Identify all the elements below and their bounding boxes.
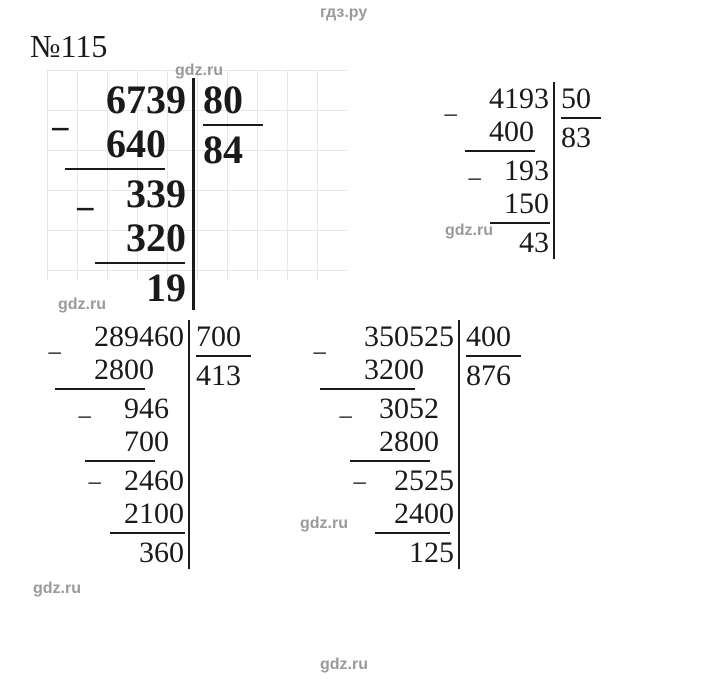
quotient: 84	[203, 128, 263, 172]
rem2: 43	[445, 226, 549, 259]
minus-sign: −	[87, 468, 102, 499]
dividend: 289460	[55, 320, 184, 353]
minus-sign: −	[47, 338, 62, 369]
watermark-top: гдз.ру	[320, 4, 367, 22]
rem3: 360	[55, 536, 184, 569]
watermark-bottom: gdz.ru	[320, 656, 368, 674]
watermark-p3b: gdz.ru	[33, 580, 81, 598]
sub2: 150	[445, 187, 549, 220]
quotient: 413	[196, 359, 251, 392]
divisor: 700	[196, 320, 251, 353]
minus-sign: −	[77, 402, 92, 433]
minus-sign: −	[443, 100, 458, 131]
val: 3052	[379, 392, 439, 425]
rem1: 193	[445, 154, 549, 187]
val: 3200	[364, 353, 424, 386]
minus-sign: −	[75, 188, 96, 230]
rem2: 19	[55, 266, 186, 310]
divisor: 50	[561, 82, 601, 115]
division-2: − − 4193 400 193 150 43 50 83	[445, 82, 601, 259]
val: 2800	[94, 353, 154, 386]
dividend: 4193	[445, 82, 549, 115]
division-1: − − 6739 640 339 320 19 80 84	[55, 78, 263, 310]
minus-sign: −	[312, 338, 327, 369]
sub1: 2800	[55, 353, 184, 386]
quotient: 83	[561, 121, 601, 154]
minus-sign: −	[467, 164, 482, 195]
sub3: 2400	[320, 497, 454, 530]
division-4: − − − 350525 3200 3052 2800 2525 2400 12…	[320, 320, 521, 569]
val: 2800	[379, 425, 439, 458]
divisor: 400	[466, 320, 521, 353]
dividend: 350525	[320, 320, 454, 353]
sub1: 640	[55, 122, 186, 166]
val: 400	[489, 115, 534, 148]
divisor: 80	[203, 78, 263, 122]
quotient: 876	[466, 359, 521, 392]
rem2: 2525	[320, 464, 454, 497]
division-3: − − − 289460 2800 946 700 2460 2100 360 …	[55, 320, 251, 569]
page-title: №115	[30, 28, 107, 65]
rem1: 946	[55, 392, 184, 425]
minus-sign: −	[50, 108, 71, 150]
sub1: 3200	[320, 353, 454, 386]
rem2: 2460	[55, 464, 184, 497]
sub1: 400	[445, 115, 549, 148]
val: 946	[124, 392, 169, 425]
rem3: 125	[320, 536, 454, 569]
sub2: 700	[55, 425, 184, 458]
minus-sign: −	[338, 402, 353, 433]
sub3: 2100	[55, 497, 184, 530]
val: 640	[106, 121, 166, 166]
val: 700	[124, 425, 169, 458]
minus-sign: −	[352, 468, 367, 499]
dividend: 6739	[55, 78, 186, 122]
